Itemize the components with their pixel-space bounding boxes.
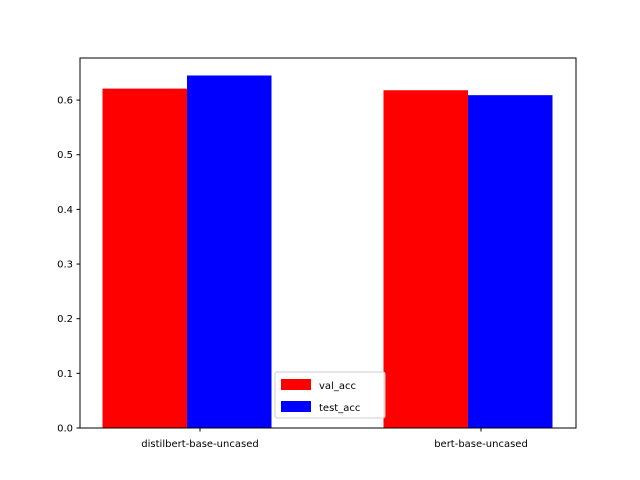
legend-swatch-val-acc: [281, 379, 311, 390]
legend-label-val-acc: val_acc: [319, 381, 356, 392]
x-tick-label: bert-base-uncased: [434, 439, 528, 450]
bars-layer: [102, 75, 553, 429]
y-tick-label: 0.6: [57, 96, 73, 107]
bar-test-acc-1: [468, 95, 553, 429]
y-tick-label: 0.1: [57, 369, 73, 380]
y-tick-label: 0.3: [57, 260, 73, 271]
axes-frame: [79, 57, 577, 429]
legend-swatch-test-acc: [281, 401, 311, 412]
y-tick-label: 0.0: [57, 424, 73, 435]
y-tick-label: 0.5: [57, 150, 73, 161]
x-tick-label: distilbert-base-uncased: [141, 439, 258, 450]
legend: val_acc test_acc: [274, 371, 386, 419]
y-axis: 0.0 0.1 0.2 0.3 0.4 0.5 0.6: [57, 96, 80, 435]
y-tick-label: 0.2: [57, 314, 73, 325]
x-axis: distilbert-base-uncased bert-base-uncased: [141, 428, 528, 450]
bar-test-acc-0: [187, 75, 272, 428]
bar-val-acc-0: [102, 88, 187, 428]
bar-val-acc-1: [383, 90, 468, 428]
legend-label-test-acc: test_acc: [319, 403, 360, 414]
y-tick-label: 0.4: [57, 205, 73, 216]
